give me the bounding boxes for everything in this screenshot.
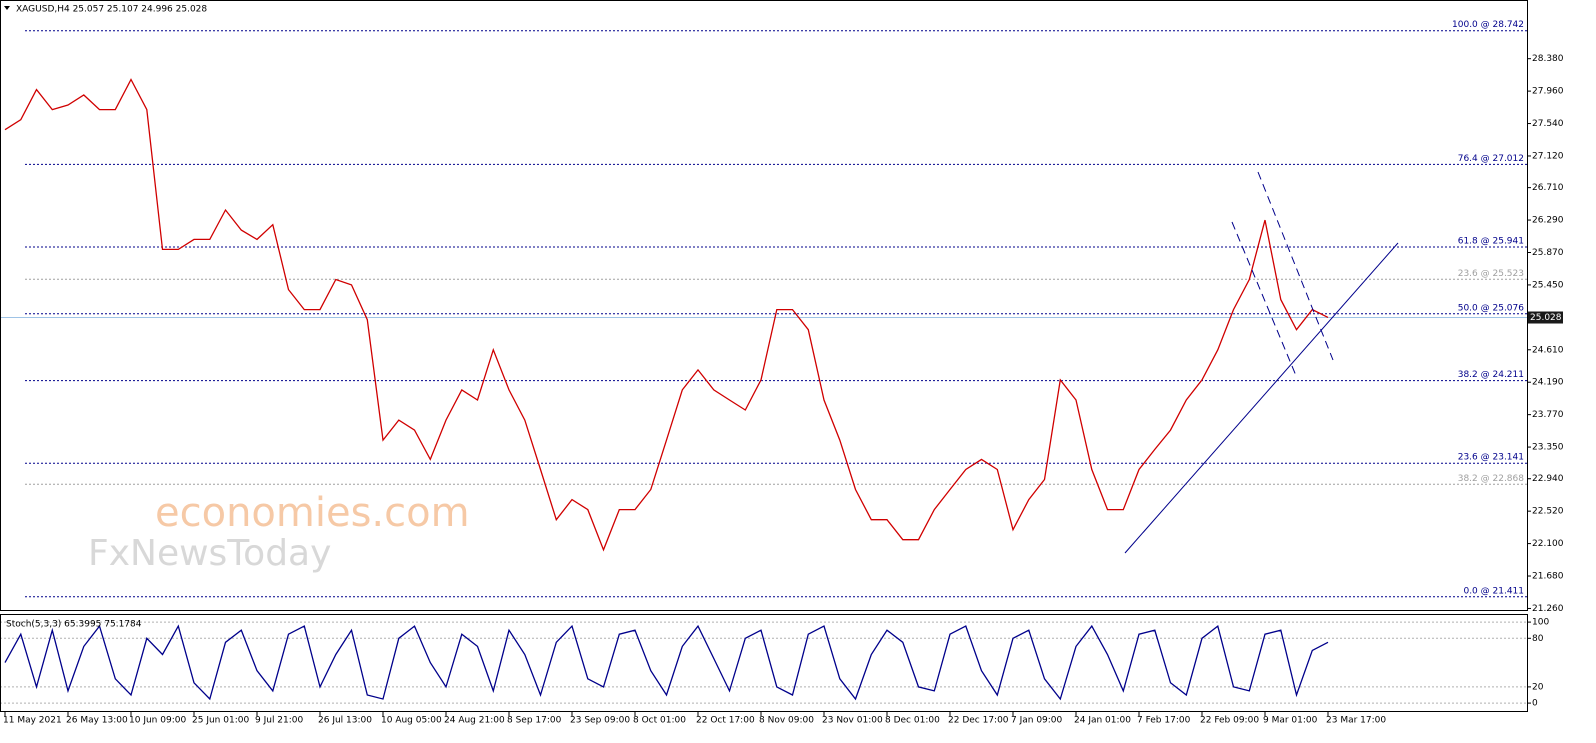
watermark: FxNewsToday bbox=[88, 533, 331, 574]
level-label: 38.2 @ 22.868 bbox=[1458, 474, 1525, 484]
y-tick-label: 24.190 bbox=[1532, 378, 1564, 388]
level-label: 100.0 @ 28.742 bbox=[1452, 20, 1524, 30]
y-tick-label: 26.290 bbox=[1532, 216, 1564, 226]
x-tick-label: 26 May 13:00 bbox=[66, 716, 128, 726]
x-tick-label: 23 Mar 17:00 bbox=[1326, 716, 1386, 726]
series-line bbox=[4, 624, 1329, 701]
x-tick-label: 9 Jul 21:00 bbox=[255, 716, 304, 726]
x-tick-label: 8 Sep 17:00 bbox=[507, 716, 562, 726]
y-tick-label: 27.960 bbox=[1532, 87, 1564, 97]
x-tick-label: 24 Jan 01:00 bbox=[1074, 716, 1131, 726]
level-label: 23.6 @ 23.141 bbox=[1458, 453, 1524, 463]
x-tick-label: 24 Aug 21:00 bbox=[444, 716, 505, 726]
trend-line bbox=[1231, 221, 1298, 379]
y-tick-label: 0 bbox=[1532, 699, 1538, 709]
x-tick-label: 7 Jan 09:00 bbox=[1011, 716, 1063, 726]
y-tick-label: 24.610 bbox=[1532, 345, 1564, 355]
price-label: 25.028 bbox=[1530, 313, 1562, 323]
x-tick-label: 8 Oct 01:00 bbox=[633, 716, 686, 726]
y-tick-label: 26.710 bbox=[1532, 183, 1564, 193]
x-tick-label: 11 May 2021 bbox=[3, 716, 62, 726]
series-line bbox=[4, 78, 1329, 552]
x-tick-label: 8 Nov 09:00 bbox=[759, 716, 814, 726]
x-tick-label: 8 Dec 01:00 bbox=[885, 716, 940, 726]
x-tick-label: 10 Jun 09:00 bbox=[129, 716, 186, 726]
y-tick-label: 25.870 bbox=[1532, 248, 1564, 258]
level-label: 50.0 @ 25.076 bbox=[1458, 303, 1525, 313]
y-tick-label: 22.520 bbox=[1532, 507, 1564, 517]
watermark: economies.com bbox=[155, 490, 470, 536]
y-tick-label: 27.540 bbox=[1532, 119, 1564, 129]
x-tick-label: 10 Aug 05:00 bbox=[381, 716, 442, 726]
trend-line bbox=[1124, 242, 1399, 554]
plot: 28.380 27.960 27.540 27.120 26.710 26.290 25.8… bbox=[0, 20, 1564, 726]
y-tick-label: 100 bbox=[1532, 618, 1549, 628]
price-box bbox=[1527, 311, 1563, 324]
y-tick-label: 27.120 bbox=[1532, 151, 1564, 161]
y-tick-label: 22.100 bbox=[1532, 539, 1564, 549]
level-label: 23.6 @ 25.523 bbox=[1458, 269, 1524, 279]
y-tick-label: 21.680 bbox=[1532, 572, 1564, 582]
trend-line bbox=[1257, 171, 1334, 361]
level-label: 61.8 @ 25.941 bbox=[1458, 237, 1524, 247]
y-tick-label: 20 bbox=[1532, 682, 1544, 692]
stoch-frame bbox=[0, 614, 1528, 712]
level-label: 38.2 @ 24.211 bbox=[1458, 370, 1524, 380]
stoch-title: Stoch(5,3,3) 65.3995 75.1784 bbox=[6, 620, 142, 630]
y-tick-label: 80 bbox=[1532, 634, 1544, 644]
x-tick-label: 22 Feb 09:00 bbox=[1200, 716, 1259, 726]
level-label: 0.0 @ 21.411 bbox=[1463, 586, 1524, 596]
level-label: 76.4 @ 27.012 bbox=[1458, 154, 1524, 164]
x-tick-label: 25 Jun 01:00 bbox=[192, 716, 249, 726]
x-tick-label: 22 Oct 17:00 bbox=[696, 716, 755, 726]
x-tick-label: 7 Feb 17:00 bbox=[1137, 716, 1191, 726]
x-tick-label: 9 Mar 01:00 bbox=[1263, 716, 1318, 726]
x-tick-label: 23 Sep 09:00 bbox=[570, 716, 630, 726]
y-tick-label: 21.260 bbox=[1532, 604, 1564, 614]
y-tick-label: 23.350 bbox=[1532, 443, 1564, 453]
y-tick-label: 25.450 bbox=[1532, 280, 1564, 290]
x-tick-label: 23 Nov 01:00 bbox=[822, 716, 883, 726]
x-tick-label: 26 Jul 13:00 bbox=[318, 716, 372, 726]
y-tick-label: 22.940 bbox=[1532, 474, 1564, 484]
menu-arrow[interactable] bbox=[4, 6, 10, 10]
y-tick-label: 28.380 bbox=[1532, 54, 1564, 64]
x-tick-label: 22 Dec 17:00 bbox=[948, 716, 1009, 726]
y-tick-label: 23.770 bbox=[1532, 410, 1564, 420]
main-frame bbox=[0, 0, 1528, 611]
chart-title: XAGUSD,H4 25.057 25.107 24.996 25.028 bbox=[16, 5, 207, 15]
